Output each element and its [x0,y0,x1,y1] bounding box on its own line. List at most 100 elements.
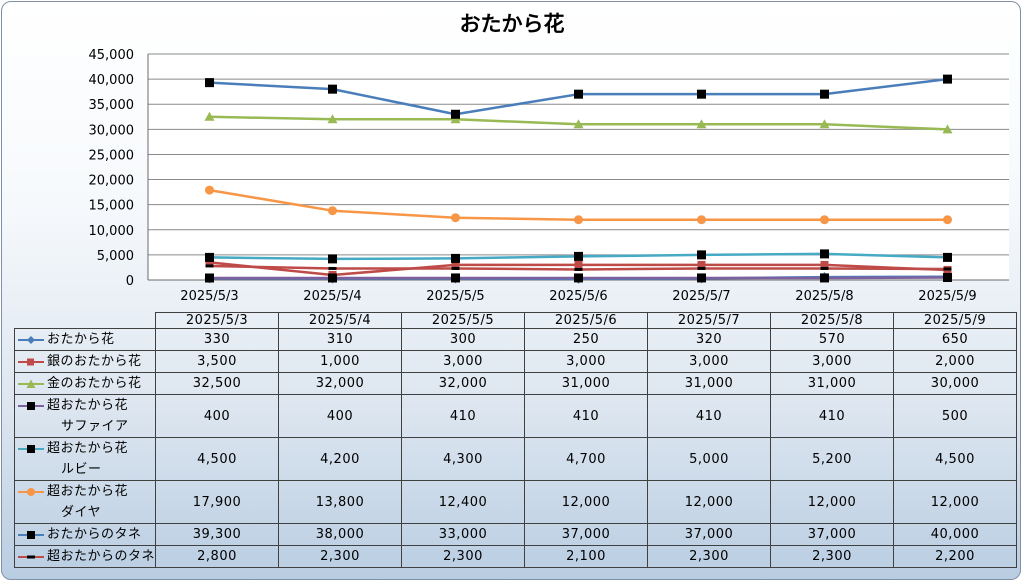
y-tick-label: 25,000 [89,148,135,163]
data-point [328,273,337,283]
table-cell: 32,500 [155,372,280,395]
series-name: 超おたから花 [47,398,129,413]
table-cell: 5,200 [770,437,895,481]
table-cell: 310 [278,328,403,351]
series-label: おたからのタネ [13,523,157,546]
table-cell: 250 [524,328,649,351]
data-point [943,74,952,84]
table-cell: 410 [647,394,772,438]
data-point [204,111,215,121]
data-point [205,258,214,267]
table-column-header: 2025/5/7 [647,312,772,329]
table-row: 超おたからのタネ 2,800 2,300 2,300 2,100 2,300 2,300 2,… [13,545,1018,568]
y-tick-label: 40,000 [89,73,135,88]
data-point [820,266,829,270]
table-cell: 320 [647,328,772,351]
table-cell: 17,900 [155,480,280,524]
data-point [943,215,952,225]
table-cell: 12,000 [893,480,1018,524]
data-point [328,84,337,94]
series-label: 超おたから花サファイア [13,394,157,438]
table-cell: 300 [401,328,526,351]
y-tick-label: 10,000 [89,224,135,239]
data-point [574,260,583,269]
data-point [205,264,214,268]
table-column-header: 2025/5/8 [770,312,895,329]
table-row: おたから花 330 310 300 250 320 570 650 [13,328,1018,351]
data-point [451,266,460,270]
y-tick-label: 5,000 [97,249,134,264]
data-table: 2025/5/3 2025/5/4 2025/5/5 2025/5/6 2025/5/7… [13,312,1018,568]
table-cell: 650 [893,328,1018,351]
series-label: 超おたから花ルビー [13,437,157,481]
table-cell: 37,000 [524,523,649,546]
x-tick-label: 2025/5/7 [672,289,730,304]
table-cell: 2,300 [770,545,895,568]
y-tick-label: 45,000 [89,48,135,63]
table-cell: 4,300 [401,437,526,481]
table-cell: 3,000 [770,350,895,373]
table-cell: 3,500 [155,350,280,373]
table-column-header: 2025/5/6 [524,312,649,329]
data-point [574,215,583,225]
data-point [328,206,337,216]
table-cell: 37,000 [770,523,895,546]
y-tick-label: 15,000 [89,199,135,214]
table-cell: 33,000 [401,523,526,546]
data-point [205,273,214,283]
table-cell: 30,000 [893,372,1018,395]
data-point [574,251,583,261]
table-cell: 2,300 [278,545,403,568]
x-tick-label: 2025/5/8 [795,289,853,304]
data-point [942,124,953,134]
data-point [574,273,583,283]
series-name-line2: ルビー [61,462,102,477]
table-cell: 5,000 [647,437,772,481]
data-point [205,78,214,88]
table-row: 金のおたから花 32,500 32,000 32,000 31,000 31,000 31,… [13,372,1018,395]
series-name: 金のおたから花 [47,376,142,391]
data-point [328,266,337,270]
table-row: 銀のおたから花 3,500 1,000 3,000 3,000 3,000 3,000 2,0… [13,350,1018,373]
table-cell: 12,400 [401,480,526,524]
series-label: 超おたからのタネ [13,545,157,568]
table-cell: 12,000 [647,480,772,524]
series-name: 超おたからのタネ [47,549,156,564]
data-point [820,215,829,225]
x-tick-label: 2025/5/3 [180,289,238,304]
data-point [820,273,829,283]
data-point [943,252,952,262]
series-name-line2: サファイア [61,419,129,434]
data-point [451,109,460,119]
series-name: 銀のおたから花 [47,354,142,369]
data-point [697,260,706,269]
table-cell: 410 [770,394,895,438]
data-point [696,119,707,129]
table-cell: 39,300 [155,523,280,546]
data-point [697,250,706,260]
series-label: 超おたから花ダイヤ [13,480,157,524]
table-cell: 38,000 [278,523,403,546]
series-name: 超おたから花 [47,441,129,456]
data-point [819,119,830,129]
header-corner [15,313,156,329]
table-row: 超おたから花 ルビー 4,500 4,200 4,300 4,700 5,000 5,200 4… [13,437,1018,481]
table-cell: 4,700 [524,437,649,481]
x-tick-label: 2025/5/9 [918,289,976,304]
series-name: 超おたから花 [47,484,129,499]
table-column-header: 2025/5/5 [401,312,526,329]
table-cell: 500 [893,394,1018,438]
series-name-line2: ダイヤ [61,505,102,520]
table-row: 超おたから花 サファイア 400 400 410 410 410 410 500 [13,394,1018,438]
series-name: おたから花 [47,332,115,347]
data-point [450,114,461,124]
table-cell: 31,000 [647,372,772,395]
table-cell: 2,300 [401,545,526,568]
data-point [697,273,706,283]
series-label: 銀のおたから花 [13,350,157,373]
data-point [697,266,706,270]
data-point [451,273,460,283]
table-cell: 570 [770,328,895,351]
table-cell: 2,100 [524,545,649,568]
data-point [820,249,829,259]
